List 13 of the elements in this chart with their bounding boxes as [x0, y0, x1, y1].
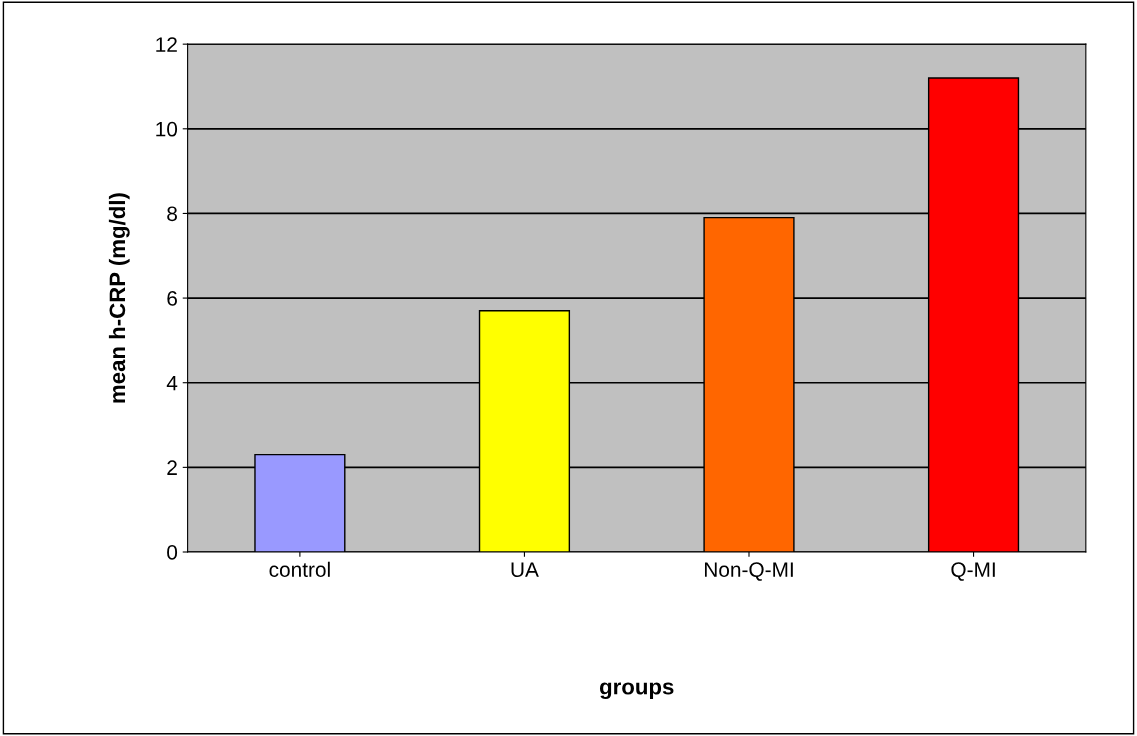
y-tick-label: 8: [167, 206, 177, 222]
x-tick-label: UA: [511, 562, 539, 578]
y-tick-label: 12: [156, 37, 177, 52]
x-tick-label: control: [269, 561, 330, 578]
y-tick-label: 4: [166, 375, 178, 391]
x-tick-label: Non-Q-MI: [704, 562, 793, 581]
y-tick-label: 0: [167, 545, 178, 560]
y-tick-label: 2: [167, 460, 177, 475]
y-tick-label: 10: [156, 121, 178, 137]
x-axis-title: groups: [599, 682, 674, 700]
y-axis-title: mean h-CRP (mg/dl): [108, 193, 130, 403]
x-tick-label: Q-MI: [951, 562, 995, 581]
y-tick-label: 6: [167, 291, 177, 306]
